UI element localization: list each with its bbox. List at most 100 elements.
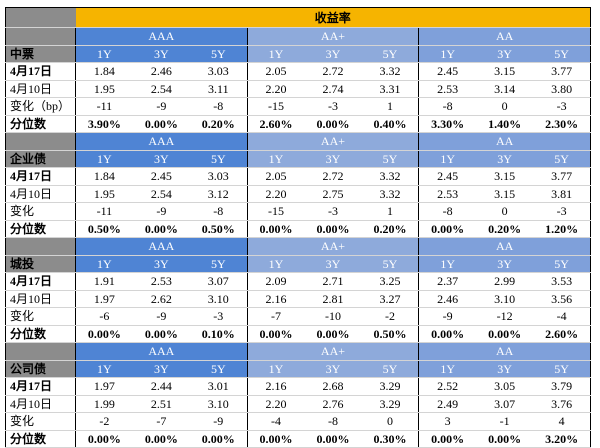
row-label: 变化（bp） <box>5 97 76 116</box>
value-cell: -7 <box>246 307 305 326</box>
value-cell: -3 <box>533 202 591 221</box>
value-cell: -11 <box>75 202 133 221</box>
value-cell: 3.15 <box>476 62 534 81</box>
row-label: 分位数 <box>5 430 76 448</box>
value-cell: 2.72 <box>304 62 362 81</box>
term-header-aaa-5y: 5Y <box>189 150 248 168</box>
value-cell: 0.00% <box>75 325 133 343</box>
value-cell: 3.01 <box>189 377 248 396</box>
term-header-aa-plus-3y: 3Y <box>304 45 362 63</box>
term-header-aa-plus-1y: 1Y <box>246 255 305 273</box>
value-cell: -15 <box>246 202 305 221</box>
rating-header-aaa: AAA <box>75 237 248 256</box>
section-header-spacer <box>5 27 76 46</box>
term-header-aa-3y: 3Y <box>476 360 534 378</box>
section-term-header-row: 中票 1Y 3Y 5Y 1Y 3Y 5Y 1Y 3Y 5Y <box>5 45 591 63</box>
value-cell: -9 <box>132 307 190 326</box>
value-cell: 2.49 <box>418 395 477 413</box>
value-cell: -8 <box>189 97 248 116</box>
term-header-aa-5y: 5Y <box>533 360 591 378</box>
rating-header-aa: AA <box>418 27 591 46</box>
value-cell: 0.20% <box>361 220 419 238</box>
value-cell: 0.30% <box>361 430 419 448</box>
table-row: 分位数 0.50% 0.00% 0.50% 0.00% 0.00% 0.20% 0.00% 0.… <box>5 220 591 238</box>
value-cell: 0.00% <box>246 220 305 238</box>
value-cell: -12 <box>476 307 534 326</box>
value-cell: 2.51 <box>132 395 190 413</box>
term-header-aa-plus-1y: 1Y <box>246 150 305 168</box>
value-cell: 3.29 <box>361 395 419 413</box>
value-cell: 1.95 <box>75 80 133 98</box>
value-cell: 0.00% <box>246 325 305 343</box>
value-cell: 2.37 <box>418 272 477 291</box>
table-row: 4月10日 1.95 2.54 3.12 2.20 2.75 3.32 2.53 3.15 3.8… <box>5 185 591 203</box>
rating-header-aaa: AAA <box>75 342 248 361</box>
value-cell: 1.97 <box>75 290 133 308</box>
value-cell: -9 <box>132 202 190 221</box>
term-header-aa-3y: 3Y <box>476 255 534 273</box>
rating-header-aa: AA <box>418 237 591 256</box>
value-cell: 0.00% <box>132 325 190 343</box>
term-header-aa-1y: 1Y <box>418 360 477 378</box>
value-cell: 2.05 <box>246 167 305 186</box>
value-cell: 3.56 <box>533 290 591 308</box>
term-header-aa-plus-3y: 3Y <box>304 150 362 168</box>
value-cell: 2.60% <box>533 325 591 343</box>
value-cell: 3.12 <box>189 185 248 203</box>
value-cell: 2.54 <box>132 185 190 203</box>
section-term-header-row: 城投 1Y 3Y 5Y 1Y 3Y 5Y 1Y 3Y 5Y <box>5 255 591 273</box>
value-cell: 3.05 <box>476 377 534 396</box>
value-cell: 3.53 <box>533 272 591 291</box>
value-cell: -3 <box>533 97 591 116</box>
value-cell: 0.00% <box>304 115 362 133</box>
value-cell: -3 <box>304 97 362 116</box>
value-cell: 2.46 <box>418 290 477 308</box>
value-cell: 2.45 <box>418 62 477 81</box>
table-row: 分位数 3.90% 0.00% 0.20% 2.60% 0.00% 0.40% 3.30% 1.… <box>5 115 591 133</box>
value-cell: 2.60% <box>246 115 305 133</box>
value-cell: -2 <box>75 412 133 431</box>
table-row: 变化 -2 -7 -9 -4 -8 0 3 -1 4 <box>5 412 591 431</box>
section-name: 城投 <box>5 255 76 273</box>
section-header-spacer <box>5 237 76 256</box>
value-cell: 0.10% <box>189 325 248 343</box>
value-cell: 3.15 <box>476 167 534 186</box>
value-cell: 3.90% <box>75 115 133 133</box>
row-label: 变化 <box>5 307 76 326</box>
term-header-aa-3y: 3Y <box>476 150 534 168</box>
value-cell: 3.10 <box>189 395 248 413</box>
rating-header-aa-plus: AA+ <box>246 132 419 151</box>
value-cell: 3.76 <box>533 395 591 413</box>
value-cell: 3.80 <box>533 80 591 98</box>
value-cell: 1.95 <box>75 185 133 203</box>
value-cell: 3.07 <box>189 272 248 291</box>
value-cell: 0.00% <box>246 430 305 448</box>
row-label: 变化 <box>5 412 76 431</box>
term-header-aa-plus-5y: 5Y <box>361 45 419 63</box>
value-cell: 3.32 <box>361 185 419 203</box>
row-label: 4月10日 <box>5 290 76 308</box>
table-title: 收益率 <box>75 7 591 28</box>
value-cell: 2.16 <box>246 377 305 396</box>
value-cell: 0.00% <box>476 325 534 343</box>
value-cell: 1 <box>361 202 419 221</box>
section-term-header-row: 公司债 1Y 3Y 5Y 1Y 3Y 5Y 1Y 3Y 5Y <box>5 360 591 378</box>
table-row: 变化（bp） -11 -9 -8 -15 -3 1 -8 0 -3 <box>5 97 591 116</box>
value-cell: 3.14 <box>476 80 534 98</box>
term-header-aaa-1y: 1Y <box>75 45 133 63</box>
value-cell: 0.00% <box>304 430 362 448</box>
value-cell: 2.45 <box>132 167 190 186</box>
value-cell: 3.32 <box>361 62 419 81</box>
section-term-header-row: 企业债 1Y 3Y 5Y 1Y 3Y 5Y 1Y 3Y 5Y <box>5 150 591 168</box>
value-cell: 2.20 <box>246 80 305 98</box>
table-row: 4月10日 1.99 2.51 3.10 2.20 2.76 3.29 2.49 3.07 3.7… <box>5 395 591 413</box>
value-cell: 3.25 <box>361 272 419 291</box>
yield-table-container: 收益率 AAA AA+ AA 中票 1Y 3Y 5Y 1Y 3Y 5Y 1Y 3Y 5Y 4月17日 1.8… <box>5 7 591 448</box>
term-header-aaa-5y: 5Y <box>189 45 248 63</box>
rating-header-aaa: AAA <box>75 27 248 46</box>
term-header-aa-plus-1y: 1Y <box>246 45 305 63</box>
rating-header-aa-plus: AA+ <box>246 237 419 256</box>
rating-header-aaa: AAA <box>75 132 248 151</box>
section-name: 公司债 <box>5 360 76 378</box>
value-cell: 0.00% <box>418 430 477 448</box>
